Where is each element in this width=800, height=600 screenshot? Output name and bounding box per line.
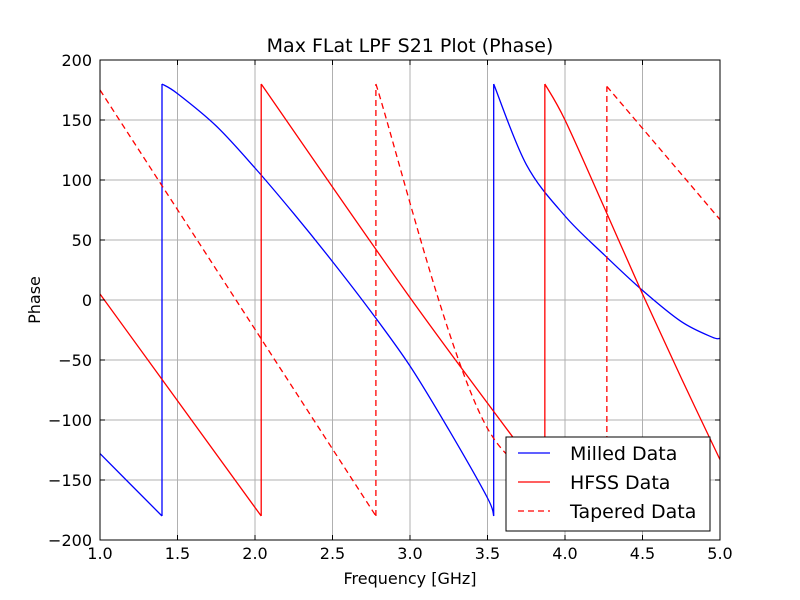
x-tick-label: 1.0 (87, 544, 112, 563)
x-tick-label: 3.5 (475, 544, 500, 563)
y-tick-label: −50 (58, 351, 92, 370)
y-tick-label: −200 (48, 531, 92, 550)
y-tick-label: 150 (61, 111, 92, 130)
legend-label-milled: Milled Data (570, 443, 677, 465)
legend-label-tapered: Tapered Data (569, 501, 696, 523)
y-tick-label: −150 (48, 471, 92, 490)
x-tick-label: 5.0 (707, 544, 732, 563)
chart-title: Max FLat LPF S21 Plot (Phase) (267, 35, 554, 57)
legend-label-hfss: HFSS Data (570, 472, 670, 494)
x-tick-label: 2.5 (320, 544, 345, 563)
plot-series (99, 83, 721, 517)
y-tick-label: −100 (48, 411, 92, 430)
series-line-tapered-data (99, 83, 721, 517)
x-tick-label: 3.0 (397, 544, 422, 563)
y-tick-label: 200 (61, 51, 92, 70)
x-tick-label: 4.0 (552, 544, 577, 563)
x-tick-label: 2.0 (242, 544, 267, 563)
axis-ticks: 1.0 1.5 2.0 2.5 3.0 3.5 4.0 4.5 5.0 200 150 100 50 0 −… (48, 51, 733, 563)
y-tick-label: 0 (82, 291, 92, 310)
x-tick-label: 1.5 (165, 544, 190, 563)
y-axis-label: Phase (25, 276, 44, 324)
series-line-hfss-data (99, 83, 721, 517)
series-line-milled-data (99, 83, 721, 517)
x-tick-label: 4.5 (630, 544, 655, 563)
y-tick-label: 50 (72, 231, 92, 250)
x-axis-label: Frequency [GHz] (343, 569, 476, 588)
y-tick-label: 100 (61, 171, 92, 190)
legend: Milled Data HFSS Data Tapered Data (505, 436, 711, 532)
